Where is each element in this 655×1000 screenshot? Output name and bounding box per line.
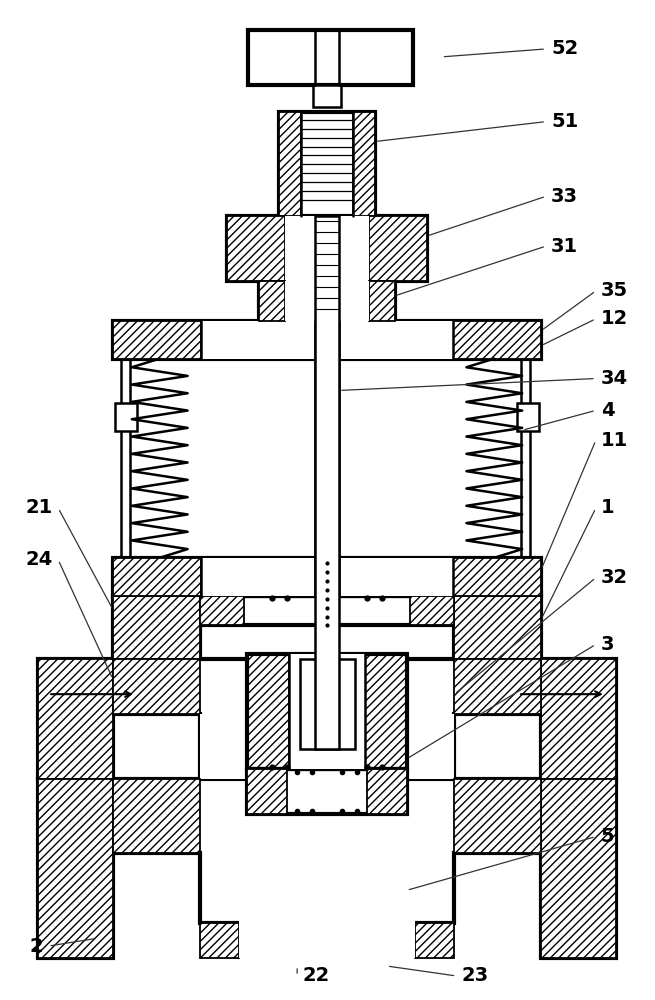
Bar xyxy=(248,30,413,85)
Bar xyxy=(415,923,455,958)
Bar xyxy=(113,596,200,659)
Text: 22: 22 xyxy=(302,966,329,985)
Text: 2: 2 xyxy=(29,937,43,956)
Text: 11: 11 xyxy=(601,431,628,450)
Text: 24: 24 xyxy=(26,550,53,569)
Bar xyxy=(279,112,301,216)
Bar xyxy=(200,596,244,625)
Bar xyxy=(409,596,455,625)
Text: 34: 34 xyxy=(601,369,628,388)
Bar xyxy=(200,923,239,958)
Text: 52: 52 xyxy=(551,39,578,58)
Bar xyxy=(455,659,541,714)
Bar xyxy=(453,321,541,359)
Text: 3: 3 xyxy=(601,635,614,654)
Bar xyxy=(200,714,455,779)
Text: 21: 21 xyxy=(26,498,53,517)
Bar xyxy=(289,654,365,769)
Bar xyxy=(200,558,453,596)
Bar xyxy=(453,558,541,596)
Bar xyxy=(115,403,137,431)
Bar xyxy=(227,216,426,281)
Bar xyxy=(113,321,200,359)
Text: 32: 32 xyxy=(601,568,628,587)
Polygon shape xyxy=(113,596,541,659)
Bar xyxy=(541,779,616,958)
Bar xyxy=(113,779,200,853)
Bar xyxy=(259,281,285,321)
Bar xyxy=(239,853,415,958)
Bar xyxy=(200,321,453,359)
Text: 51: 51 xyxy=(551,112,578,131)
Text: 31: 31 xyxy=(551,237,578,256)
Text: 35: 35 xyxy=(601,281,628,300)
Bar xyxy=(248,654,289,769)
Bar xyxy=(259,281,395,321)
Bar xyxy=(248,769,287,814)
Bar xyxy=(455,779,541,853)
Bar xyxy=(248,654,407,769)
Text: 23: 23 xyxy=(461,966,489,985)
Bar xyxy=(517,403,539,431)
Bar xyxy=(113,659,200,714)
Bar xyxy=(113,321,541,359)
Bar xyxy=(38,779,113,958)
Bar xyxy=(369,216,426,281)
Text: 33: 33 xyxy=(551,187,578,206)
Text: 1: 1 xyxy=(601,498,614,517)
Bar xyxy=(285,281,369,321)
Bar xyxy=(38,659,113,779)
Bar xyxy=(365,654,407,769)
Text: 4: 4 xyxy=(601,401,614,420)
Polygon shape xyxy=(38,659,616,779)
Bar xyxy=(227,216,285,281)
Bar xyxy=(113,558,200,596)
Bar xyxy=(279,112,375,216)
Text: 12: 12 xyxy=(601,309,628,328)
Bar xyxy=(353,112,375,216)
Text: 5: 5 xyxy=(601,827,614,846)
Bar xyxy=(455,596,541,659)
Polygon shape xyxy=(38,779,616,958)
Bar xyxy=(367,769,407,814)
Bar xyxy=(313,85,341,107)
Bar xyxy=(113,558,541,596)
Bar xyxy=(248,769,407,814)
Bar xyxy=(300,659,355,749)
Bar xyxy=(285,216,369,281)
Bar xyxy=(369,281,395,321)
Bar xyxy=(315,216,339,749)
Bar xyxy=(541,659,616,779)
